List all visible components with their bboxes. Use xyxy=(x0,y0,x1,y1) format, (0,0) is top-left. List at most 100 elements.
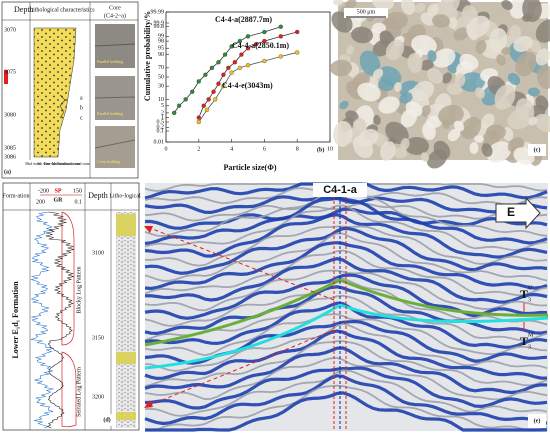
correlation-arrow xyxy=(149,227,335,301)
y-tick-label: 99.8 xyxy=(154,24,165,30)
point xyxy=(204,107,210,113)
horizon-lower xyxy=(144,303,549,370)
grain xyxy=(440,0,460,15)
reflector xyxy=(144,196,548,246)
grain xyxy=(432,14,450,28)
x-axis-title: Particle size(Φ) xyxy=(223,163,276,172)
grain xyxy=(447,128,461,142)
grain xyxy=(488,28,508,52)
core-note: Cross bedding xyxy=(97,159,120,164)
y-tick-label: 70 xyxy=(158,65,164,71)
sample-mark: a xyxy=(80,95,83,101)
lithology-column xyxy=(116,212,136,428)
log-scale: 150 xyxy=(73,188,82,194)
grain xyxy=(459,53,479,71)
grain xyxy=(535,19,550,43)
label-box xyxy=(528,144,546,156)
lithology-column xyxy=(33,27,77,158)
grain xyxy=(400,0,416,15)
log-name: SP xyxy=(54,188,61,194)
grain xyxy=(459,72,485,92)
grain xyxy=(420,152,430,162)
gr-curve xyxy=(45,211,75,429)
point xyxy=(245,34,251,39)
x-tick-label: 2 xyxy=(197,146,200,152)
point xyxy=(278,34,283,39)
grain xyxy=(515,98,535,122)
point xyxy=(172,110,177,116)
depth-label: 3075 xyxy=(4,69,16,75)
grain xyxy=(475,40,487,54)
grain xyxy=(481,143,493,157)
grain xyxy=(411,80,435,102)
panel-e: C4-1-a E T 3 U T 3 M (e) xyxy=(144,182,549,432)
grain-size: Silt stone xyxy=(37,162,51,166)
panel-frame xyxy=(2,182,140,431)
reflector xyxy=(144,346,548,395)
point xyxy=(201,103,206,108)
grain xyxy=(433,140,451,160)
point xyxy=(196,115,201,120)
grain xyxy=(460,116,482,140)
grain xyxy=(469,142,479,154)
grain xyxy=(475,87,485,99)
header: (C4-2~a) xyxy=(104,12,126,19)
point xyxy=(203,72,208,77)
y-tick-label: 90 xyxy=(158,52,164,58)
panel-frame xyxy=(1,1,139,179)
point xyxy=(216,81,221,86)
point xyxy=(229,70,234,75)
grain xyxy=(466,15,490,39)
depth-label: 3100 xyxy=(92,250,104,256)
horizon-sup: U xyxy=(528,285,533,291)
point xyxy=(206,97,211,102)
grain xyxy=(330,59,352,77)
depth-label: 3086 xyxy=(4,154,16,160)
grain xyxy=(515,51,537,77)
grain xyxy=(535,48,550,66)
pattern-outline xyxy=(61,351,77,428)
x-tick-label: 8 xyxy=(296,146,299,152)
grain xyxy=(394,82,402,92)
y-tick-label: 99.9 xyxy=(154,20,165,26)
grain xyxy=(405,136,429,156)
grain xyxy=(372,68,384,80)
grain xyxy=(385,121,409,145)
scale-label: 500 μm xyxy=(357,9,376,15)
grain xyxy=(528,116,538,126)
point xyxy=(222,52,228,57)
grain xyxy=(372,22,386,34)
grain xyxy=(345,110,359,122)
point xyxy=(237,38,242,44)
grain xyxy=(405,101,423,117)
grain xyxy=(447,64,457,74)
grain xyxy=(346,45,354,55)
sp-curve xyxy=(30,211,54,429)
grain xyxy=(384,11,408,31)
plot-frame xyxy=(165,11,331,143)
grain xyxy=(333,121,353,147)
point xyxy=(211,89,216,94)
panel-label: (e) xyxy=(534,417,541,424)
scale-box xyxy=(344,8,388,18)
grain xyxy=(438,105,464,125)
grain xyxy=(442,72,452,84)
arrow-head xyxy=(144,226,153,233)
point xyxy=(245,63,251,68)
depth-label: 3150 xyxy=(92,335,104,341)
y-tick-label: 50 xyxy=(158,74,164,80)
reflector xyxy=(144,369,548,417)
grain-size: Mud stone xyxy=(25,162,41,166)
core-note: Parallel bedding xyxy=(97,111,123,116)
reflector xyxy=(144,232,548,282)
core-note: Parallel bedding xyxy=(97,59,123,64)
y-tick-label: 0.1 xyxy=(157,128,165,134)
grain xyxy=(420,59,434,71)
point xyxy=(183,97,188,102)
grain xyxy=(426,115,442,129)
grain xyxy=(474,135,484,143)
horizon-upper xyxy=(144,278,549,347)
depth-label: 3200 xyxy=(92,394,104,400)
reflector xyxy=(145,207,548,230)
point xyxy=(226,65,231,70)
